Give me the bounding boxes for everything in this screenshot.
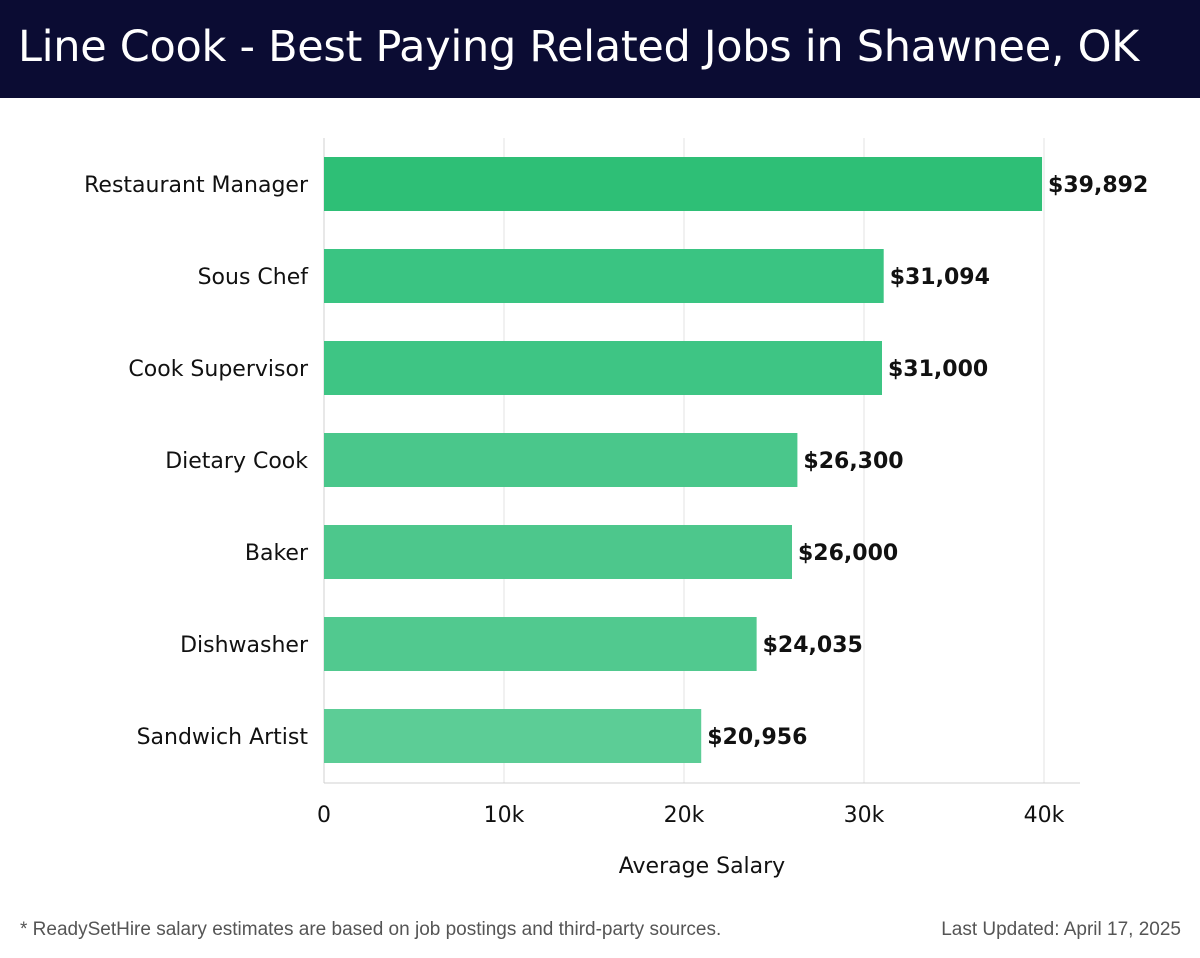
value-label: $24,035 xyxy=(763,633,863,658)
salary-bar-chart: 0 10k 20k 30k 40k Restaurant Manager $39,892 So… xyxy=(84,138,1148,879)
value-label: $39,892 xyxy=(1048,173,1148,198)
header-bar: Line Cook - Best Paying Related Jobs in … xyxy=(0,0,1200,98)
x-tick-label: 10k xyxy=(484,803,525,828)
x-tick-label: 30k xyxy=(844,803,885,828)
category-label: Restaurant Manager xyxy=(84,173,309,198)
bar xyxy=(324,433,798,487)
category-label: Dishwasher xyxy=(180,633,309,658)
last-updated: Last Updated: April 17, 2025 xyxy=(941,919,1181,940)
bar xyxy=(324,709,702,763)
bar xyxy=(324,617,757,671)
value-label: $31,094 xyxy=(890,265,990,290)
page-title: Line Cook - Best Paying Related Jobs in … xyxy=(18,22,1140,72)
category-label: Dietary Cook xyxy=(165,449,308,474)
category-label: Sous Chef xyxy=(198,265,310,290)
value-label: $26,000 xyxy=(798,541,898,566)
x-axis-title: Average Salary xyxy=(619,854,785,879)
x-tick-label: 0 xyxy=(317,803,331,828)
x-tick-label: 40k xyxy=(1024,803,1065,828)
x-tick-label: 20k xyxy=(664,803,705,828)
value-label: $20,956 xyxy=(707,725,807,750)
value-label: $31,000 xyxy=(888,357,988,382)
footnote: * ReadySetHire salary estimates are base… xyxy=(20,919,722,940)
category-label: Cook Supervisor xyxy=(128,357,309,382)
category-label: Baker xyxy=(245,541,309,566)
category-label: Sandwich Artist xyxy=(137,725,309,750)
bar xyxy=(324,525,792,579)
bar xyxy=(324,249,884,303)
bar xyxy=(324,341,882,395)
value-label: $26,300 xyxy=(803,449,903,474)
bar xyxy=(324,157,1043,211)
